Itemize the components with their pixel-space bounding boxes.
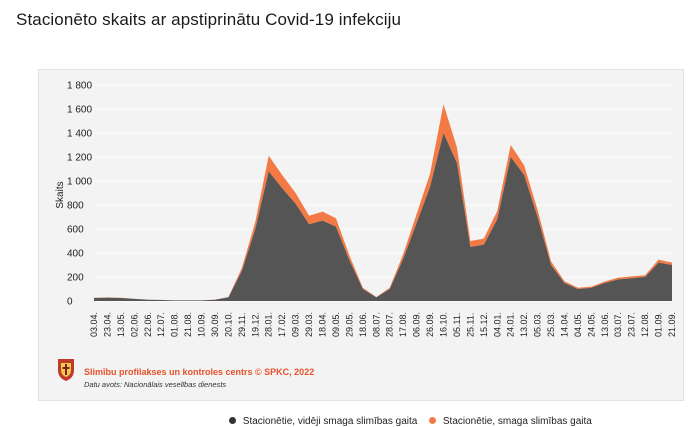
- x-tick-label: 25.11.: [465, 313, 475, 337]
- y-tick-label-0: 0: [67, 297, 73, 308]
- page-title: Stacionēto skaits ar apstiprinātu Covid-…: [16, 10, 402, 29]
- x-tick-label: 13.05.: [116, 312, 126, 337]
- spkc-logo: [58, 359, 74, 381]
- series-area-moderate: [94, 133, 672, 301]
- y-tick-label-600: 600: [67, 225, 84, 236]
- x-tick-label: 13.06.: [600, 312, 610, 337]
- series-area-severe: [94, 104, 672, 301]
- x-tick-label: 04.01.: [492, 312, 502, 337]
- y-tick-label-1400: 1 400: [67, 129, 92, 140]
- footer-source: Datu avots: Nacionālais veselības dienes…: [84, 380, 227, 389]
- x-tick-label: 21.08.: [183, 312, 193, 337]
- x-tick-label: 13.02.: [519, 312, 529, 337]
- x-tick-label: 03.04.: [89, 312, 99, 337]
- y-tick-label-200: 200: [67, 273, 84, 284]
- y-tick-label-800: 800: [67, 201, 84, 212]
- x-tick-label: 29.11.: [237, 313, 247, 337]
- x-tick-label: 05.11.: [452, 313, 462, 337]
- x-tick-label: 16.10.: [438, 312, 448, 337]
- x-tick-label: 01.09.: [654, 312, 664, 337]
- x-tick-label: 06.09.: [412, 312, 422, 337]
- x-tick-label: 02.06.: [129, 312, 139, 337]
- x-tick-label: 10.09.: [197, 312, 207, 337]
- y-tick-label-400: 400: [67, 249, 84, 260]
- x-tick-label: 05.03.: [533, 312, 543, 337]
- y-axis-title: Skaits: [55, 181, 66, 208]
- x-tick-label: 09.03.: [291, 312, 301, 337]
- x-tick-label: 18.06.: [358, 312, 368, 337]
- x-tick-label: 12.08.: [640, 312, 650, 337]
- x-tick-label: 04.05.: [573, 312, 583, 337]
- x-tick-label: 08.07.: [371, 312, 381, 337]
- x-tick-label: 20.10.: [223, 312, 233, 337]
- x-tick-label: 22.06.: [143, 312, 153, 337]
- x-tick-label: 24.01.: [506, 312, 516, 337]
- y-tick-label-1200: 1 200: [67, 153, 92, 164]
- x-tick-label: 24.05.: [586, 312, 596, 337]
- x-tick-label: 14.04.: [559, 312, 569, 337]
- x-tick-label: 29.05.: [344, 312, 354, 337]
- x-tick-label: 28.01.: [264, 312, 274, 337]
- x-tick-label: 26.09.: [425, 312, 435, 337]
- y-tick-label-1800: 1 800: [67, 81, 92, 92]
- legend-swatch-severe: [429, 417, 437, 424]
- x-tick-label: 03.07.: [613, 312, 623, 337]
- legend-swatch-moderate: [229, 417, 236, 424]
- x-tick-label: 15.12.: [479, 312, 489, 337]
- x-tick-label: 28.07.: [385, 312, 395, 337]
- x-tick-label: 09.05.: [331, 312, 341, 337]
- x-tick-label: 01.08.: [170, 312, 180, 337]
- x-tick-label: 23.07.: [627, 312, 637, 337]
- x-tick-label: 17.08.: [398, 312, 408, 337]
- y-tick-label-1000: 1 000: [67, 177, 92, 188]
- x-tick-label: 12.07.: [156, 312, 166, 337]
- x-tick-label: 29.03.: [304, 312, 314, 337]
- x-tick-label: 30.09.: [210, 312, 220, 337]
- x-tick-label: 23.04.: [102, 312, 112, 337]
- x-tick-label: 19.12.: [250, 312, 260, 337]
- chart-card: 0 200 400 600 800 1 000 1 200 1 400 1 600 1 800 Sk…: [38, 69, 684, 427]
- chart-svg: 0 200 400 600 800 1 000 1 200 1 400 1 600 1 800 Sk…: [55, 81, 677, 338]
- x-tick-label: 25.03.: [546, 312, 556, 337]
- x-tick-label: 17.02.: [277, 312, 287, 337]
- y-tick-label-1600: 1 600: [67, 105, 92, 116]
- footer-credit: Slimību profilakses un kontroles centrs …: [84, 367, 315, 377]
- x-tick-label: 21.09.: [667, 312, 677, 337]
- x-tick-label: 18.04.: [318, 312, 328, 337]
